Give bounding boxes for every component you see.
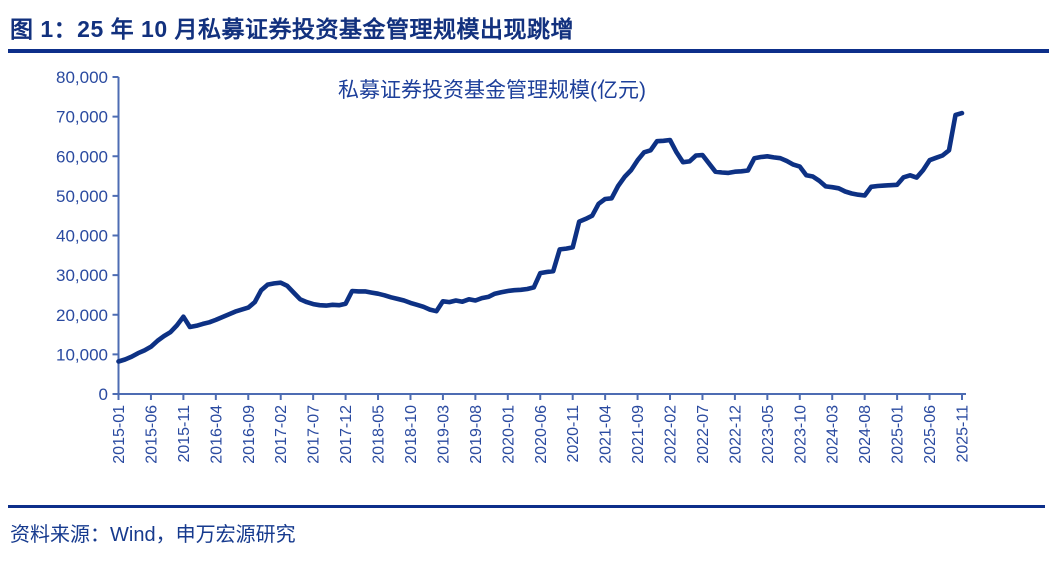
x-tick-label: 2022-02	[663, 405, 680, 464]
y-tick-label: 70,000	[56, 108, 108, 127]
x-tick-label: 2025-06	[922, 405, 939, 464]
data-line-series	[116, 110, 965, 364]
x-tick-label: 2023-10	[792, 405, 809, 464]
x-tick-label: 2024-08	[857, 405, 874, 464]
y-tick-label: 80,000	[56, 68, 108, 87]
x-tick-label: 2020-06	[533, 405, 550, 464]
x-tick-label: 2015-06	[143, 405, 160, 464]
x-tick-label: 2018-10	[403, 405, 420, 464]
x-tick-label: 2021-09	[630, 405, 647, 464]
x-tick-label: 2015-11	[176, 405, 193, 463]
x-tick-label: 2020-11	[565, 405, 582, 463]
x-tick-label: 2019-08	[468, 405, 485, 464]
x-tick-label: 2015-01	[111, 405, 128, 464]
x-tick-label: 2023-05	[760, 405, 777, 464]
y-tick-label: 30,000	[56, 266, 108, 285]
x-tick-label: 2016-04	[208, 405, 225, 464]
title-underline	[8, 49, 1049, 53]
y-tick-label: 20,000	[56, 306, 108, 325]
x-tick-label: 2024-03	[825, 405, 842, 464]
x-tick-label: 2025-11	[955, 405, 972, 463]
y-tick-label: 60,000	[56, 147, 108, 166]
footer-divider	[8, 505, 1045, 508]
x-tick-label: 2017-02	[273, 405, 290, 464]
x-tick-label: 2025-01	[890, 405, 907, 464]
x-tick-label: 2022-07	[695, 405, 712, 464]
y-tick-label: 50,000	[56, 187, 108, 206]
x-tick-label: 2018-05	[371, 405, 388, 464]
x-tick-label: 2016-09	[241, 405, 258, 464]
x-tick-label: 2021-04	[598, 405, 615, 464]
x-tick-label: 2019-03	[435, 405, 452, 464]
x-tick-label: 2020-01	[500, 405, 517, 464]
x-tick-label: 2017-12	[338, 405, 355, 464]
x-tick-label: 2017-07	[306, 405, 323, 464]
x-tick-label: 2022-12	[727, 405, 744, 464]
y-tick-label: 40,000	[56, 227, 108, 246]
source-note: 资料来源：Wind，申万宏源研究	[10, 524, 296, 546]
figure-title: 图 1：25 年 10 月私募证券投资基金管理规模出现跳增	[10, 16, 575, 42]
chart-title: 私募证券投资基金管理规模(亿元)	[338, 79, 646, 102]
y-tick-label: 0	[99, 385, 108, 404]
y-tick-label: 10,000	[56, 345, 108, 364]
